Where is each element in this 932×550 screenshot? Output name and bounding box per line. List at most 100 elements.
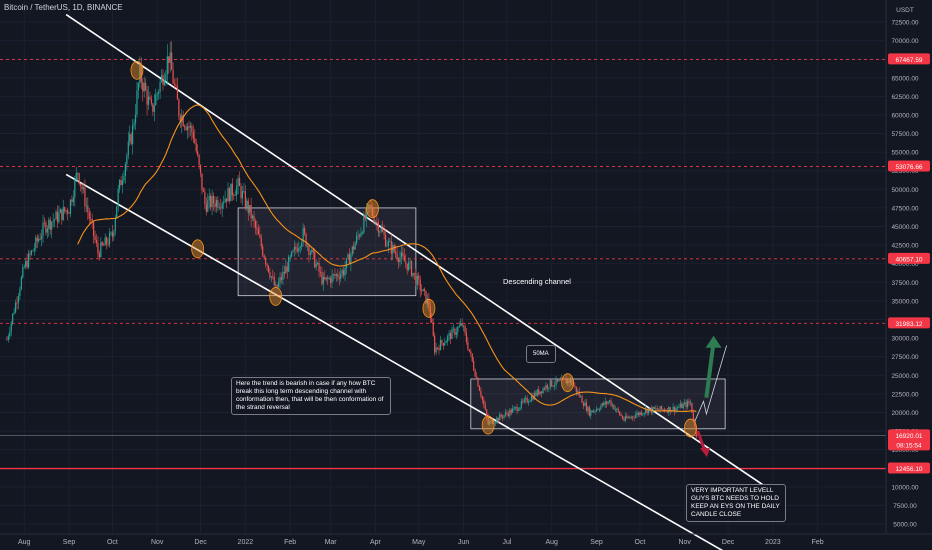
price-tick-label: 65000.00 (891, 75, 918, 82)
candle (77, 172, 79, 182)
candle-body (546, 385, 548, 389)
candle-body (679, 403, 681, 408)
candle (68, 211, 70, 215)
candle (539, 391, 541, 396)
touch-marker (481, 415, 495, 435)
candle (171, 41, 173, 71)
candle (525, 395, 527, 404)
candle (603, 401, 605, 407)
candle-body (653, 406, 655, 409)
candle (384, 229, 387, 248)
candle (259, 226, 261, 239)
candle (373, 208, 375, 225)
candle-body (520, 401, 522, 408)
candle-body (412, 273, 414, 276)
candle-body (611, 404, 614, 406)
candle (172, 62, 174, 85)
candle (20, 275, 22, 291)
candle (487, 413, 489, 425)
time-tick-label: Nov (151, 539, 164, 546)
candle (116, 206, 118, 219)
candle (675, 405, 677, 414)
candle (272, 269, 274, 280)
candle (604, 397, 606, 409)
time-axis[interactable]: Aug Sep Oct Nov Dec 2022 Feb Mar Apr May Jun Jul Aug… (0, 533, 932, 546)
level-tag (888, 53, 930, 65)
candle-body (113, 231, 115, 237)
candle-body (319, 271, 322, 273)
candle-body (156, 93, 158, 95)
candle (132, 119, 134, 155)
candle (490, 418, 492, 424)
candle-body (416, 275, 418, 285)
candle (689, 399, 692, 406)
candle-body (195, 143, 197, 152)
candle (308, 243, 310, 263)
candle-body (304, 228, 306, 234)
candle-body (184, 126, 186, 128)
price-axis[interactable]: 72500.0070000.0067500.0065000.0062500.00… (885, 0, 930, 534)
candle (633, 415, 635, 422)
candle (386, 240, 388, 248)
candle (176, 77, 179, 100)
candle (475, 372, 478, 380)
candle (69, 198, 72, 218)
candle (243, 183, 245, 194)
candle-body (587, 407, 589, 411)
candle (56, 205, 59, 229)
candle-body (159, 81, 161, 93)
candle (328, 276, 330, 281)
candle-body (428, 298, 430, 307)
candle-body (338, 276, 340, 279)
candle-body (152, 103, 154, 112)
candle (289, 254, 291, 262)
candle-body (214, 203, 216, 208)
candle (137, 81, 140, 99)
candle (337, 269, 339, 281)
candle-body (36, 237, 38, 242)
candle-body (354, 243, 356, 250)
candle-body (321, 272, 323, 284)
candle-body (454, 328, 456, 335)
candle (53, 218, 56, 228)
candle (94, 230, 96, 244)
candle (110, 230, 112, 236)
candle-body (52, 220, 54, 222)
candle-body (616, 408, 618, 410)
candle-body (694, 421, 696, 427)
candle-body (185, 127, 187, 131)
candle-body (634, 415, 637, 418)
time-tick-label: Oct (634, 539, 645, 546)
candle (214, 196, 216, 213)
price-tick-label: 20000.00 (891, 410, 918, 417)
candle-body (369, 204, 371, 206)
candle-body (124, 164, 126, 177)
candle (477, 376, 479, 387)
candle-body (49, 219, 51, 230)
candle (158, 89, 160, 100)
candle (507, 410, 509, 418)
candle (590, 408, 592, 420)
candle-body (201, 173, 203, 191)
candle-body (516, 407, 518, 411)
candle-body (74, 179, 76, 198)
candle (285, 259, 287, 274)
candle (61, 209, 63, 225)
price-tick-label: 45000.00 (891, 224, 918, 231)
candle-body (224, 198, 226, 203)
candle (451, 326, 453, 340)
candle-body (82, 187, 85, 190)
candle (298, 241, 300, 257)
candle-body (51, 221, 53, 230)
candle-body (350, 253, 352, 264)
candle (429, 301, 431, 323)
candle (688, 398, 690, 406)
candle (87, 197, 89, 221)
candle (608, 400, 611, 404)
candle (481, 395, 483, 404)
candle-body (171, 52, 173, 70)
candle-body (153, 105, 155, 112)
candle (380, 224, 382, 234)
candle (387, 237, 390, 254)
